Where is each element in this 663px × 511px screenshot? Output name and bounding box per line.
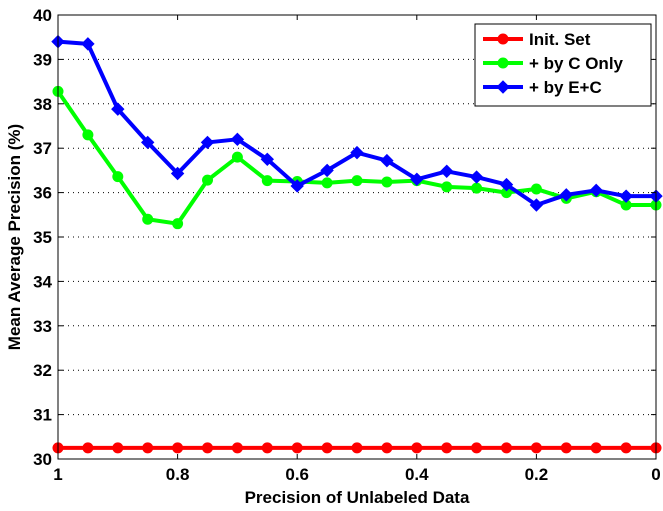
data-point (112, 171, 124, 183)
data-point (200, 135, 215, 150)
y-tick-label: 34 (33, 272, 52, 291)
data-point (231, 442, 243, 454)
x-tick-label: 0.4 (405, 465, 429, 484)
legend-label: + by E+C (529, 78, 602, 97)
data-point (471, 182, 483, 194)
data-point (112, 442, 124, 454)
data-point (560, 442, 572, 454)
y-tick-label: 37 (33, 139, 52, 158)
data-point (381, 442, 393, 454)
y-tick-label: 31 (33, 406, 52, 425)
data-point (471, 442, 483, 454)
y-tick-label: 32 (33, 361, 52, 380)
data-point (530, 442, 542, 454)
y-tick-label: 30 (33, 450, 52, 469)
data-point (529, 198, 544, 212)
data-point (142, 213, 154, 225)
data-point (381, 176, 393, 188)
data-point (260, 152, 275, 167)
data-point (81, 37, 95, 51)
data-point (321, 177, 333, 189)
y-tick-label: 40 (33, 6, 52, 25)
x-tick-label: 0.8 (166, 465, 190, 484)
legend-marker (497, 57, 509, 69)
data-point (619, 189, 633, 203)
tick-labels: 30 31 32 33 34 35 36 37 38 39 40 1 0.8 0.6 0.4 0.2 0 (33, 6, 661, 484)
data-point (499, 177, 514, 192)
legend-label: + by C Only (529, 54, 624, 73)
legend-item: + by E+C (483, 78, 602, 97)
data-point (350, 145, 364, 160)
legend-item: Init. Set (483, 30, 591, 49)
x-tick-label: 0.6 (285, 465, 309, 484)
data-point (82, 129, 94, 141)
data-point (231, 151, 243, 163)
legend: Init. Set + by C Only + by E+C (474, 23, 652, 107)
data-point (441, 442, 453, 454)
data-point (439, 164, 454, 178)
data-point (140, 135, 155, 150)
data-point (202, 442, 213, 454)
data-point (290, 179, 304, 193)
data-point (351, 175, 363, 187)
data-point (321, 442, 333, 454)
series-2 (51, 34, 663, 212)
legend-item: + by C Only (483, 54, 624, 73)
data-point (172, 218, 184, 230)
data-point (202, 174, 213, 186)
ticks (57, 14, 657, 460)
data-point (410, 172, 424, 186)
y-tick-label: 33 (33, 317, 52, 336)
legend-marker (496, 80, 510, 94)
data-point (172, 442, 184, 454)
data-point (589, 183, 603, 198)
data-point (291, 442, 303, 454)
legend-label: Init. Set (529, 30, 591, 49)
data-point (261, 175, 273, 187)
x-tick-label: 0.2 (525, 465, 549, 484)
data-point (620, 442, 632, 454)
data-point (142, 442, 154, 454)
series-layer (51, 34, 663, 454)
data-point (230, 132, 245, 147)
data-point (469, 170, 484, 184)
data-point (411, 442, 423, 454)
x-tick-label: 0 (651, 465, 660, 484)
data-point (559, 188, 574, 202)
y-tick-label: 35 (33, 228, 52, 247)
data-point (261, 442, 273, 454)
y-tick-label: 36 (33, 184, 52, 203)
y-axis-label: Mean Average Precision (%) (5, 124, 24, 350)
legend-marker (497, 33, 509, 45)
data-point (111, 102, 125, 116)
data-point (82, 442, 94, 454)
x-axis-label: Precision of Unlabeled Data (245, 488, 470, 507)
y-tick-label: 39 (33, 50, 52, 69)
y-tick-label: 38 (33, 95, 52, 114)
data-point (441, 181, 453, 193)
data-point (501, 442, 512, 454)
x-tick-label: 1 (53, 465, 62, 484)
data-point (380, 153, 394, 168)
data-point (351, 442, 363, 454)
series-0 (52, 442, 662, 454)
data-point (170, 166, 185, 181)
data-point (530, 183, 542, 195)
data-point (590, 442, 602, 454)
data-point (320, 163, 334, 178)
